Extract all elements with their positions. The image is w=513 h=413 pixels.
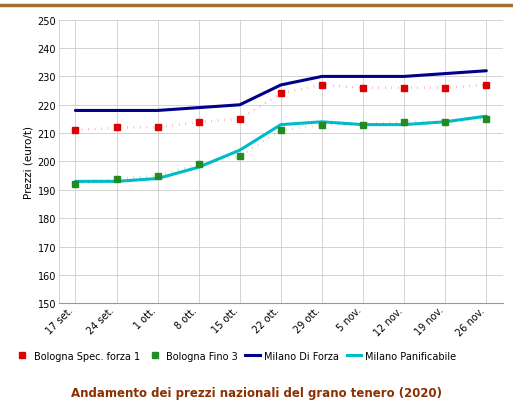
Legend: Bologna Spec. forza 1, Bologna Fino 3, Milano Di Forza, Milano Panificabile: Bologna Spec. forza 1, Bologna Fino 3, M… [15, 351, 456, 361]
Text: Andamento dei prezzi nazionali del grano tenero (2020): Andamento dei prezzi nazionali del grano… [71, 386, 442, 399]
Y-axis label: Prezzi (euro/t): Prezzi (euro/t) [24, 126, 33, 199]
